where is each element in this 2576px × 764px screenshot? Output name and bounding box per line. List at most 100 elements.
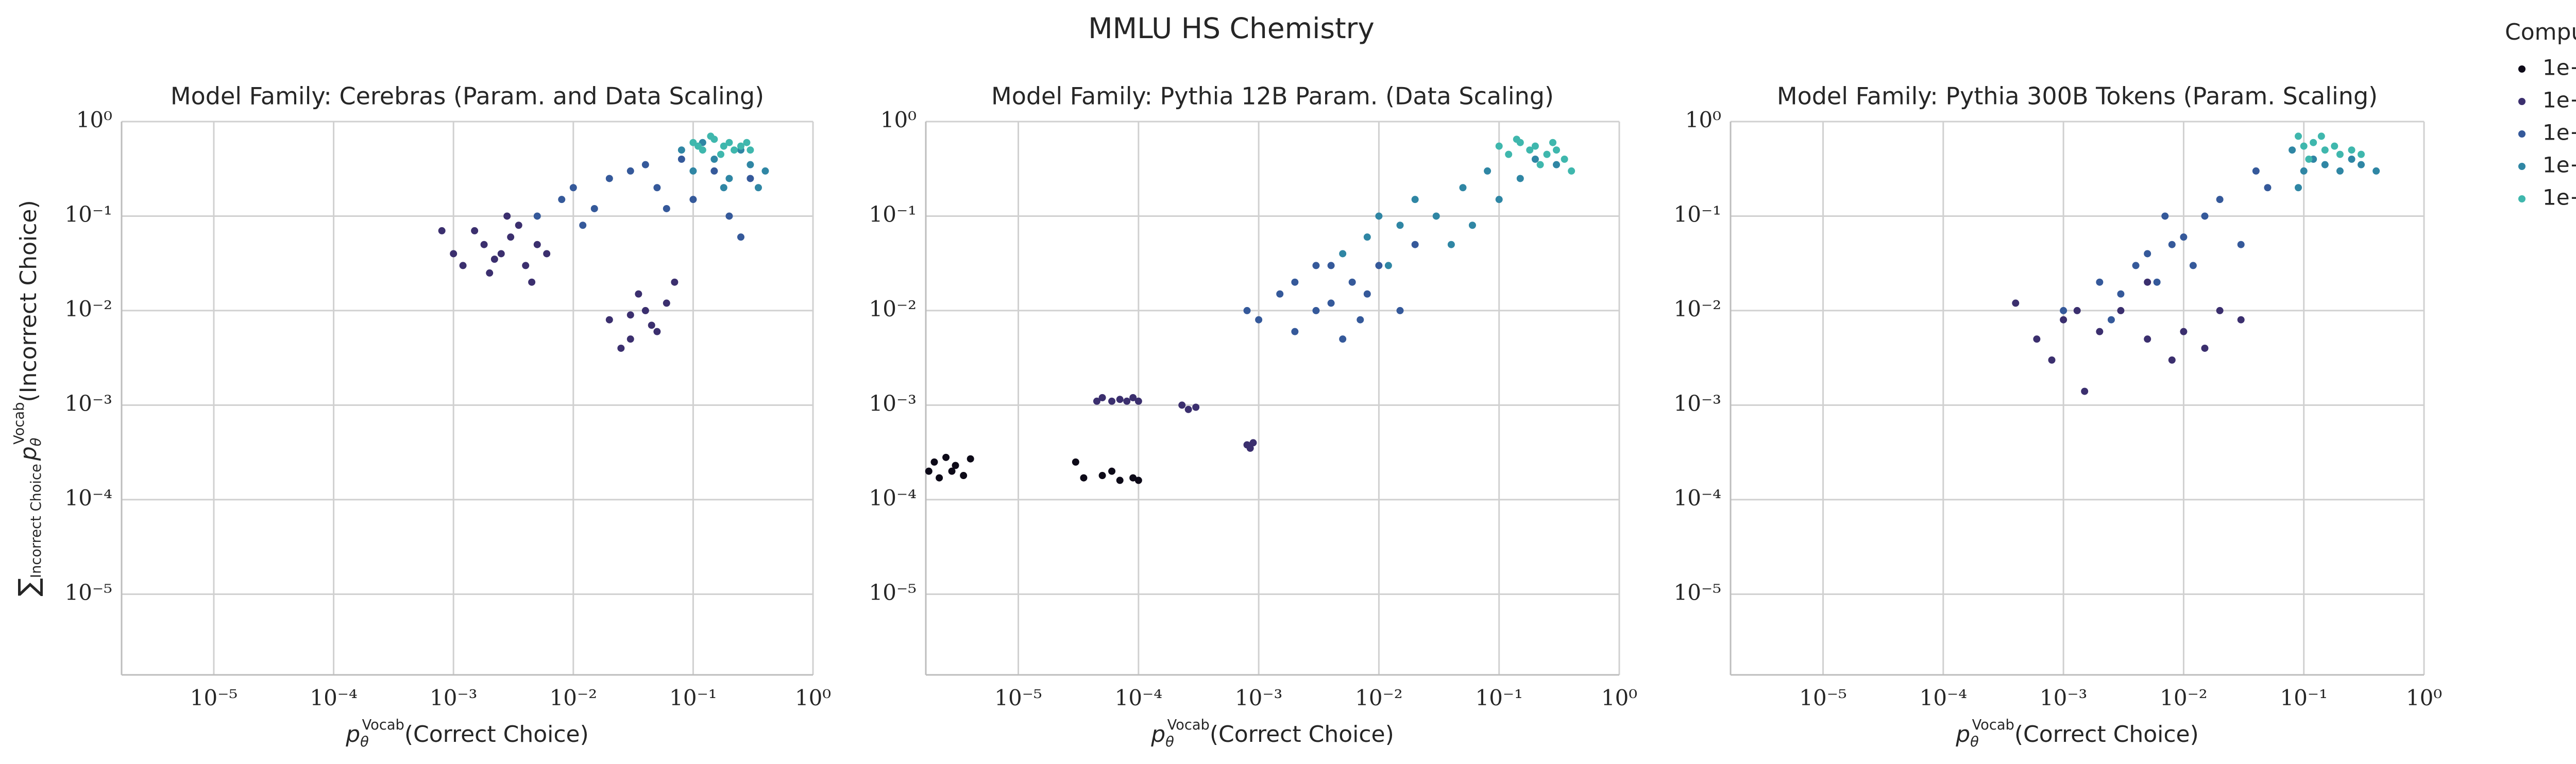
- point: [533, 241, 541, 248]
- y-tick-label: 10⁰: [880, 107, 917, 132]
- point: [579, 222, 587, 229]
- label-part: θ: [1970, 734, 1979, 750]
- point: [948, 467, 956, 475]
- point: [942, 453, 950, 461]
- point: [1184, 405, 1192, 413]
- point: [1123, 397, 1131, 405]
- point: [2060, 307, 2067, 314]
- point: [1363, 233, 1371, 241]
- point: [677, 146, 685, 154]
- label-part: Vocab: [1167, 717, 1210, 733]
- point: [2107, 316, 2115, 324]
- point: [2073, 307, 2081, 314]
- point: [1357, 316, 1364, 324]
- point: [515, 222, 522, 229]
- point: [689, 196, 697, 203]
- x-tick-label: 10⁻³: [1235, 685, 1282, 710]
- point: [1468, 222, 1476, 229]
- point: [2348, 156, 2355, 163]
- x-tick-label: 10⁻²: [2160, 685, 2207, 710]
- point: [1531, 156, 1539, 163]
- label-part: θ: [360, 734, 369, 750]
- point: [2336, 150, 2344, 158]
- point: [1116, 396, 1124, 403]
- point: [1411, 196, 1419, 203]
- point: [1339, 250, 1347, 258]
- point: [471, 227, 479, 234]
- point: [677, 156, 685, 163]
- y-tick-label: 10⁻¹: [869, 201, 917, 227]
- point: [1348, 278, 1356, 286]
- legend-label: 1e+22: [2543, 185, 2576, 210]
- legend-marker: [2518, 98, 2526, 105]
- point: [1108, 397, 1116, 405]
- point: [725, 139, 733, 146]
- point: [641, 161, 649, 168]
- point: [480, 241, 488, 248]
- point: [717, 150, 725, 158]
- point: [2305, 156, 2313, 163]
- x-tick-label: 10⁻⁵: [994, 685, 1042, 710]
- point: [694, 142, 702, 150]
- point: [1291, 328, 1299, 335]
- point: [2117, 290, 2125, 298]
- point: [2264, 184, 2272, 192]
- y-tick-label: 10⁻⁴: [869, 485, 917, 511]
- point: [710, 167, 718, 175]
- point: [2012, 299, 2020, 307]
- point: [1093, 397, 1100, 405]
- point: [1339, 335, 1347, 343]
- x-tick-label: 10⁻⁴: [1920, 685, 1967, 710]
- point: [725, 212, 733, 220]
- y-tick-label: 10⁻²: [1674, 296, 1721, 321]
- point: [1178, 401, 1186, 409]
- point: [1553, 161, 1561, 168]
- point: [2358, 161, 2365, 168]
- point: [1134, 477, 1142, 484]
- point: [569, 184, 577, 192]
- point: [1072, 458, 1079, 466]
- y-tick-label: 10⁰: [76, 107, 112, 132]
- point: [497, 250, 505, 258]
- point: [653, 184, 661, 192]
- point: [2317, 132, 2325, 140]
- point: [459, 262, 467, 269]
- point: [930, 458, 938, 466]
- panel-title: Model Family: Pythia 12B Param. (Data Sc…: [991, 82, 1554, 110]
- x-tick-label: 10⁻²: [550, 685, 597, 710]
- point: [1129, 394, 1137, 401]
- y-tick-label: 10⁻⁴: [1674, 485, 1721, 511]
- point: [2161, 212, 2169, 220]
- x-tick-label: 10⁻⁵: [190, 685, 238, 710]
- point: [936, 474, 943, 482]
- point: [1549, 139, 1557, 146]
- point: [731, 146, 738, 154]
- point: [1108, 467, 1116, 475]
- point: [617, 344, 625, 352]
- label-part: p: [1150, 721, 1165, 748]
- x-tick-label: 10⁻⁵: [1799, 685, 1846, 710]
- point: [2300, 167, 2308, 175]
- point: [490, 256, 498, 263]
- point: [2348, 146, 2355, 154]
- point: [1327, 262, 1335, 269]
- y-tick-label: 10⁻¹: [1674, 201, 1721, 227]
- point: [1516, 175, 1524, 182]
- point: [720, 142, 727, 150]
- x-tick-label: 10⁻³: [2040, 685, 2087, 710]
- point: [2295, 184, 2302, 192]
- point: [2168, 241, 2176, 248]
- y-axis-label: ∑Incorrect Choice pθVocab(Incorrect Choic…: [11, 200, 44, 596]
- point: [2252, 167, 2260, 175]
- point: [1098, 472, 1106, 480]
- point: [653, 328, 661, 335]
- point: [754, 184, 762, 192]
- point: [1536, 161, 1544, 168]
- y-tick-label: 10⁻⁵: [65, 580, 112, 605]
- x-tick-label: 10⁻³: [430, 685, 477, 710]
- point: [1447, 241, 1455, 248]
- point: [2081, 387, 2089, 395]
- point: [503, 212, 511, 220]
- x-tick-label: 10⁰: [1601, 685, 1637, 710]
